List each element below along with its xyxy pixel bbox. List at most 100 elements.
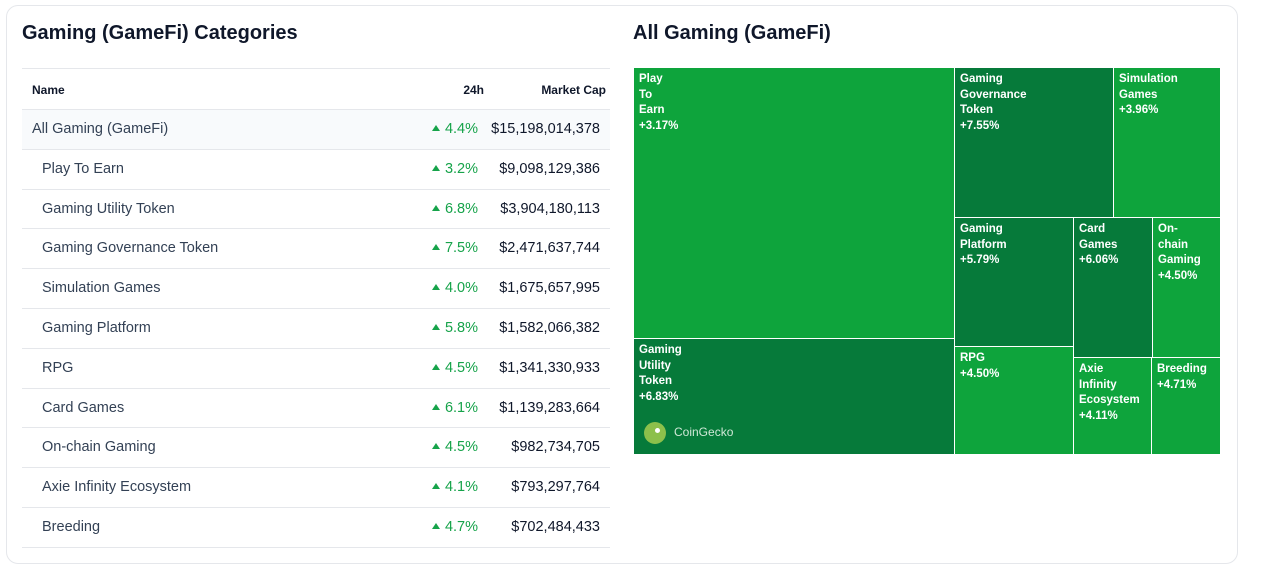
table-row[interactable]: Gaming Platform 5.8% $1,582,066,382: [22, 309, 610, 349]
category-name[interactable]: Gaming Utility Token: [42, 200, 175, 217]
market-cap: $1,582,066,382: [499, 319, 600, 336]
market-cap: $2,471,637,744: [499, 240, 600, 257]
treemap-tile-on-chain-gaming[interactable]: On- chain Gaming +4.50%: [1152, 217, 1221, 358]
category-name[interactable]: RPG: [42, 359, 74, 376]
category-name[interactable]: Play To Earn: [42, 160, 124, 177]
up-triangle-icon: [431, 164, 440, 171]
market-cap: $3,904,180,113: [500, 200, 600, 217]
tile-change: +3.96%: [1119, 104, 1159, 116]
market-cap: $1,139,283,664: [499, 399, 600, 416]
treemap-tile-axie-infinity-ecosystem[interactable]: Axie Infinity Ecosystem +4.11%: [1073, 357, 1152, 455]
category-name[interactable]: Axie Infinity Ecosystem: [42, 479, 192, 496]
change-24h: 6.1%: [431, 399, 478, 416]
up-triangle-icon: [431, 323, 440, 330]
up-triangle-icon: [431, 483, 440, 490]
category-name[interactable]: Gaming Platform: [42, 319, 151, 336]
up-triangle-icon: [431, 284, 440, 291]
change-24h: 3.2%: [431, 160, 478, 177]
coingecko-logo-icon: [644, 422, 666, 444]
market-cap: $1,341,330,933: [499, 359, 600, 376]
category-name[interactable]: Gaming Governance Token: [42, 240, 219, 257]
change-value: 4.1%: [444, 479, 478, 496]
tile-change: +4.50%: [1158, 269, 1198, 282]
market-cap: $1,675,657,995: [499, 280, 600, 297]
change-24h: 4.4%: [431, 121, 478, 137]
change-value: 6.1%: [444, 399, 478, 416]
treemap-tile-gaming-utility-token[interactable]: Gaming Utility Token +6.83% CoinGecko: [633, 338, 955, 455]
market-cap: $15,198,014,378: [491, 121, 600, 137]
change-24h: 6.8%: [431, 200, 478, 217]
market-cap: $9,098,129,386: [499, 160, 600, 177]
tile-change: +6.83%: [639, 390, 679, 403]
tile-label: Simulation Games: [1119, 73, 1178, 101]
category-name[interactable]: On-chain Gaming: [42, 439, 156, 456]
market-cap: $982,734,705: [511, 439, 600, 456]
table-row[interactable]: All Gaming (GameFi) 4.4% $15,198,014,378: [22, 110, 610, 150]
gamefi-treemap: Play To Earn +3.17% Gaming Utility Token…: [633, 67, 1221, 455]
tile-label: RPG: [960, 352, 985, 364]
treemap-tile-card-games[interactable]: Card Games +6.06%: [1073, 217, 1153, 358]
change-24h: 4.5%: [431, 439, 478, 456]
treemap-title: All Gaming (GameFi): [633, 22, 831, 44]
tile-label: Card Games: [1079, 223, 1118, 251]
tile-label: Gaming Utility Token: [639, 344, 682, 387]
tile-label: Axie Infinity Ecosystem: [1079, 363, 1140, 406]
up-triangle-icon: [431, 125, 440, 131]
table-row[interactable]: Simulation Games 4.0% $1,675,657,995: [22, 269, 610, 309]
change-24h: 4.0%: [431, 280, 478, 297]
category-name[interactable]: All Gaming (GameFi): [32, 121, 169, 137]
change-value: 5.8%: [444, 319, 478, 336]
up-triangle-icon: [431, 403, 440, 410]
change-24h: 4.7%: [431, 518, 478, 535]
table-row[interactable]: Card Games 6.1% $1,139,283,664: [22, 389, 610, 429]
treemap-tile-gaming-governance-token[interactable]: Gaming Governance Token +7.55%: [954, 67, 1114, 218]
table-row[interactable]: On-chain Gaming 4.5% $982,734,705: [22, 428, 610, 469]
change-value: 3.2%: [444, 160, 478, 177]
change-24h: 4.5%: [431, 359, 478, 376]
change-value: 6.8%: [444, 200, 478, 217]
tile-change: +4.50%: [960, 367, 1000, 380]
column-header-name[interactable]: Name: [32, 83, 65, 97]
watermark-text: CoinGecko: [674, 425, 734, 440]
table-row[interactable]: Axie Infinity Ecosystem 4.1% $793,297,76…: [22, 468, 610, 508]
up-triangle-icon: [431, 443, 440, 450]
change-24h: 5.8%: [431, 319, 478, 336]
table-row[interactable]: Gaming Utility Token 6.8% $3,904,180,113: [22, 190, 610, 230]
tile-label: Gaming Platform: [960, 223, 1007, 251]
tile-change: +4.11%: [1079, 409, 1118, 422]
tile-change: +7.55%: [960, 119, 1000, 132]
tile-label: Gaming Governance Token: [960, 73, 1027, 116]
table-row[interactable]: Gaming Governance Token 7.5% $2,471,637,…: [22, 229, 610, 270]
treemap-tile-simulation-games[interactable]: Simulation Games +3.96%: [1113, 67, 1221, 218]
category-name[interactable]: Breeding: [42, 518, 101, 535]
page-title: Gaming (GameFi) Categories: [22, 22, 298, 44]
change-value: 4.5%: [444, 359, 478, 376]
change-value: 4.5%: [444, 439, 478, 456]
tile-change: +3.17%: [639, 119, 679, 132]
treemap-tile-play-to-earn[interactable]: Play To Earn +3.17%: [633, 67, 955, 339]
table-row[interactable]: Play To Earn 3.2% $9,098,129,386: [22, 150, 610, 190]
category-name[interactable]: Card Games: [42, 399, 125, 416]
tile-change: +4.71%: [1157, 378, 1197, 391]
column-header-24h[interactable]: 24h: [463, 83, 484, 97]
change-value: 4.0%: [444, 280, 478, 297]
change-value: 4.7%: [444, 518, 478, 535]
tile-change: +6.06%: [1079, 254, 1119, 266]
change-24h: 4.1%: [431, 479, 478, 496]
treemap-tile-rpg[interactable]: RPG +4.50%: [954, 346, 1074, 455]
tile-label: Breeding: [1157, 363, 1207, 375]
up-triangle-icon: [431, 363, 440, 370]
treemap-tile-gaming-platform[interactable]: Gaming Platform +5.79%: [954, 217, 1074, 347]
table-row[interactable]: Breeding 4.7% $702,484,433: [22, 508, 610, 548]
up-triangle-icon: [431, 522, 440, 529]
category-name[interactable]: Simulation Games: [42, 280, 161, 297]
tile-label: On- chain Gaming: [1158, 223, 1201, 266]
treemap-tile-breeding[interactable]: Breeding +4.71%: [1151, 357, 1221, 455]
change-value: 4.4%: [444, 121, 478, 137]
coingecko-watermark: CoinGecko: [644, 422, 733, 444]
table-row[interactable]: RPG 4.5% $1,341,330,933: [22, 349, 610, 389]
column-header-market-cap[interactable]: Market Cap: [541, 83, 606, 97]
tile-change: +5.79%: [960, 254, 1000, 266]
market-cap: $793,297,764: [511, 479, 600, 496]
up-triangle-icon: [431, 204, 440, 211]
